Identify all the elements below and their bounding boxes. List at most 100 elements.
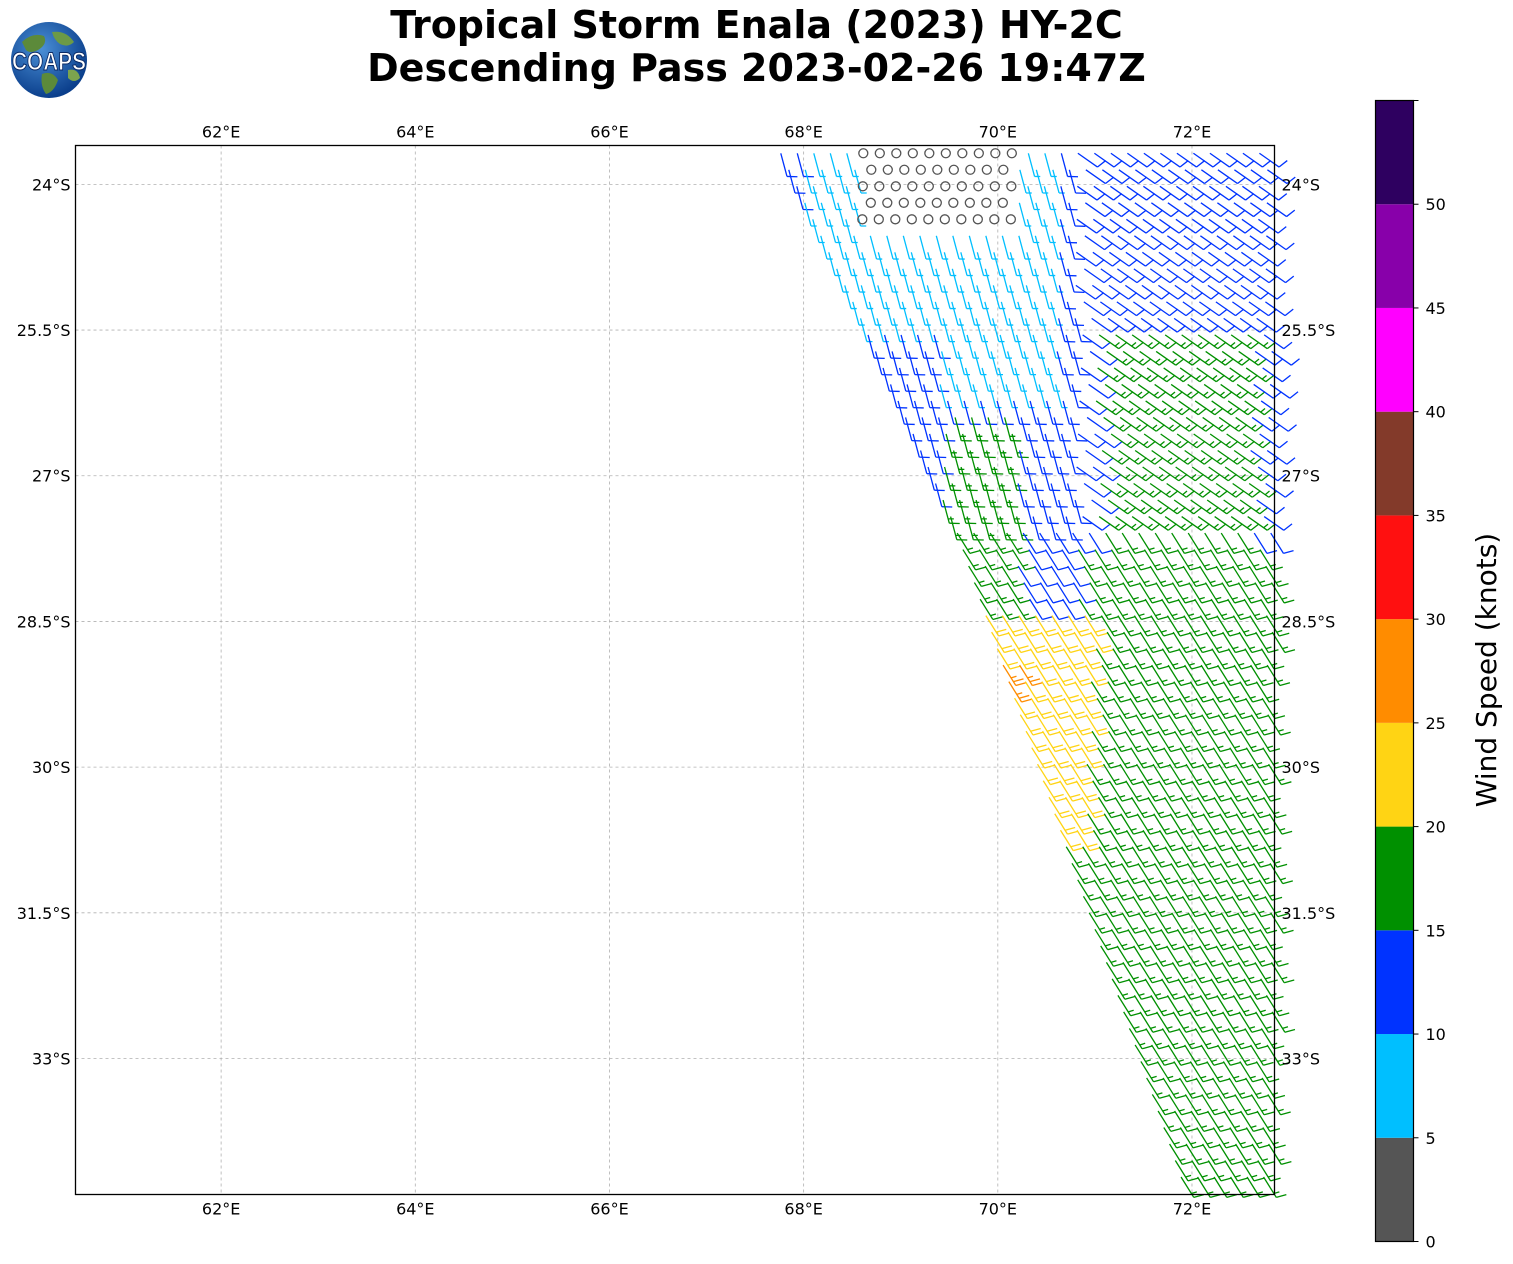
wind-barb — [1115, 334, 1144, 350]
wind-barb — [1226, 549, 1250, 571]
wind-barb — [1264, 895, 1288, 918]
wind-barb — [1144, 598, 1169, 621]
wind-barb — [952, 235, 965, 260]
wind-barb — [1091, 499, 1120, 515]
wind-barb — [1270, 962, 1295, 984]
wind-barb — [956, 181, 967, 192]
wind-barb — [1007, 631, 1032, 654]
wind-barb — [1220, 383, 1249, 399]
wind-barb — [1241, 218, 1271, 234]
wind-barb — [1069, 763, 1094, 786]
wind-barb — [883, 334, 902, 360]
wind-barb — [1250, 1094, 1275, 1116]
wind-barb — [1117, 235, 1147, 251]
wind-barb — [1101, 169, 1131, 185]
wind-barb — [1013, 648, 1037, 670]
wind-barb — [951, 301, 964, 326]
wind-barb — [1194, 648, 1219, 670]
wind-barb — [1181, 334, 1210, 350]
wind-barb — [963, 400, 981, 426]
wind-barb — [1204, 962, 1229, 984]
wind-barb — [1190, 499, 1219, 515]
wind-barb — [1027, 433, 1046, 459]
wind-barb — [1036, 714, 1060, 736]
wind-barb — [1163, 1127, 1187, 1149]
wind-barb — [1140, 317, 1170, 333]
wind-barb — [910, 285, 923, 310]
wind-barb — [1095, 598, 1119, 621]
wind-barb — [1133, 995, 1158, 1017]
wind-barb — [1098, 516, 1128, 531]
wind-barb — [1232, 565, 1256, 588]
wind-barb — [1173, 681, 1197, 703]
wind-barb — [1168, 169, 1197, 185]
wind-barb — [1034, 615, 1059, 637]
wind-barb — [898, 197, 909, 208]
wind-barb — [1196, 796, 1221, 819]
wind-barb — [962, 549, 986, 571]
wind-barb — [1230, 796, 1254, 819]
wind-barb — [1270, 532, 1294, 555]
wind-barb — [1229, 1127, 1253, 1149]
wind-barb — [1127, 928, 1151, 951]
wind-barb — [1006, 351, 1020, 376]
wind-barb — [1268, 416, 1297, 432]
wind-barb — [1191, 829, 1216, 852]
wind-barb — [1240, 730, 1264, 753]
wind-barb — [1143, 433, 1173, 449]
wind-barb — [1168, 1094, 1192, 1116]
wind-barb — [1170, 862, 1194, 885]
wind-barb — [1247, 846, 1271, 868]
wind-barb — [1100, 482, 1129, 498]
wind-barb — [940, 148, 951, 159]
wind-barb — [918, 301, 931, 326]
wind-barb — [1139, 631, 1164, 654]
wind-barb — [1209, 185, 1238, 201]
wind-barb — [1239, 499, 1269, 515]
wind-barb — [820, 235, 833, 260]
wind-barb — [915, 367, 933, 393]
wind-barb — [1174, 284, 1204, 300]
wind-barb — [1234, 1094, 1258, 1116]
wind-barb — [1208, 829, 1232, 852]
wind-barb — [1177, 598, 1202, 621]
wind-barb — [1151, 1044, 1175, 1066]
wind-barb — [1019, 714, 1044, 736]
wind-barb — [1256, 499, 1285, 515]
wind-barb — [829, 153, 843, 178]
wind-barb — [844, 285, 857, 310]
lon-tick-label-top: 64°E — [396, 123, 434, 142]
wind-barb — [1115, 895, 1140, 918]
wind-barb — [1018, 202, 1032, 227]
wind-barb — [1121, 532, 1146, 555]
wind-barb — [1064, 796, 1089, 819]
wind-barb — [804, 169, 818, 194]
wind-barb — [1253, 383, 1282, 399]
wind-barb — [984, 301, 997, 326]
wind-barb — [1201, 169, 1230, 185]
wind-barb — [1146, 697, 1170, 720]
wind-barb — [1060, 433, 1079, 459]
wind-barb — [1183, 615, 1207, 637]
wind-barb — [1066, 301, 1085, 327]
wind-barb — [1167, 1044, 1192, 1066]
wind-barb — [1230, 334, 1260, 350]
wind-barb — [1269, 383, 1299, 399]
wind-barb — [1142, 466, 1171, 482]
wind-barb — [1082, 846, 1106, 868]
wind-barb — [1230, 846, 1255, 868]
wind-barb — [1094, 433, 1123, 449]
wind-barb — [1207, 780, 1232, 802]
wind-barb — [991, 631, 1015, 654]
wind-barb — [1036, 763, 1061, 786]
wind-barb — [1052, 169, 1065, 194]
wind-barb — [1092, 218, 1122, 234]
wind-barb — [1232, 482, 1261, 498]
wind-barb — [1208, 466, 1237, 482]
wind-barb — [1175, 251, 1204, 267]
wind-barb — [1031, 747, 1055, 769]
wind-barb — [1084, 202, 1114, 218]
wind-barb — [1159, 879, 1184, 901]
wind-barb — [853, 235, 866, 260]
wind-barb — [1095, 648, 1120, 670]
